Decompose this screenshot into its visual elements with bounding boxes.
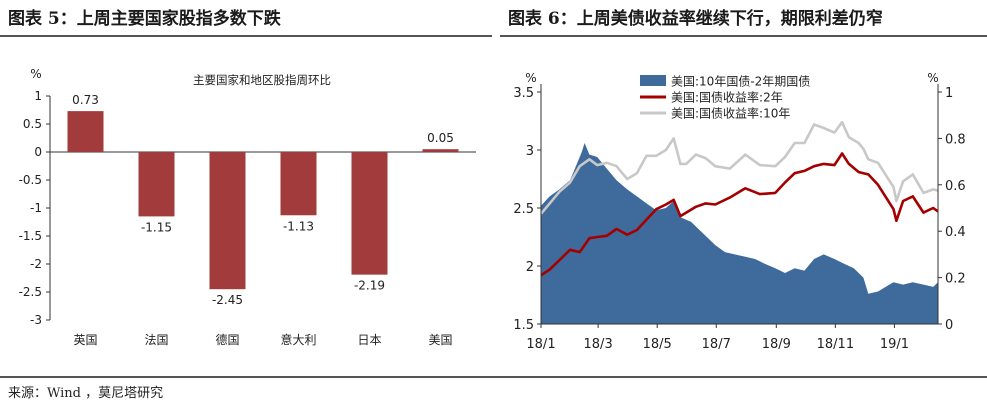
legend-label: 美国:10年国债-2年期国债 xyxy=(671,75,810,89)
source-rule xyxy=(0,376,987,378)
right-y-tick-label: 0.6 xyxy=(945,179,966,194)
source-note: 来源：Wind ，莫尼塔研究 xyxy=(8,386,164,401)
bar-chart-title: 主要国家和地区股指周环比 xyxy=(193,73,331,87)
bar-y-tick-label: -1 xyxy=(30,201,42,215)
area-series-layer xyxy=(541,120,938,324)
left-panel-title: 图表 5：上周主要国家股指多数下跌 xyxy=(8,9,281,29)
x-tick-label: 18/1 xyxy=(526,337,555,352)
bar-y-tick-label: -2.5 xyxy=(19,285,42,299)
bar-value-label: -2.19 xyxy=(354,279,385,293)
legend-swatch-spread xyxy=(640,75,666,86)
x-tick-label: 18/5 xyxy=(643,337,672,352)
bar-y-tick-label: 0 xyxy=(34,145,42,159)
bar-y-tick-label: -1.5 xyxy=(19,229,42,243)
bar-y-tick-label: -3 xyxy=(30,313,42,327)
bar-marks: 0.73 英国 -1.15 法国 -2.45 德国 -1.13 意大利 -2.19 日本 0.05 美… xyxy=(67,93,459,347)
left-y-tick-label: 1.5 xyxy=(513,318,534,333)
yield-10y-line xyxy=(541,120,938,215)
bar-y-unit: % xyxy=(30,67,41,81)
right-axis-unit: % xyxy=(927,71,938,85)
spread-area xyxy=(541,143,938,324)
bar xyxy=(67,111,104,152)
bar xyxy=(280,152,317,216)
bar-value-label: -1.13 xyxy=(283,219,314,233)
bar-y-tick-label: 0.5 xyxy=(23,117,42,131)
bar-y-tick-label: -0.5 xyxy=(19,173,42,187)
bar-category-label: 日本 xyxy=(357,333,381,347)
area-axes: 1.5 2 2.5 3 3.5 0 0.2 0.4 0.6 0.8 1 18/1 18/3 18/5 18/… xyxy=(513,84,966,352)
bar-category-label: 法国 xyxy=(144,333,168,347)
yield-2y-line xyxy=(541,152,938,277)
bar-category-label: 英国 xyxy=(73,333,97,347)
stock-index-bar-chart: % 主要国家和地区股指周环比 1 0.5 0 -0.5 -1 -1.5 -2 -2.5 -3 0… xyxy=(19,67,476,347)
bar-value-label: 0.73 xyxy=(72,93,99,107)
right-y-tick-label: 0.8 xyxy=(945,132,966,147)
bar-value-label: -1.15 xyxy=(141,220,172,234)
bar xyxy=(209,152,246,290)
right-y-tick-label: 0.4 xyxy=(945,225,966,240)
bar-y-tick-label: 1 xyxy=(34,89,42,103)
bar xyxy=(351,152,388,275)
x-tick-label: 18/11 xyxy=(817,337,854,352)
left-y-tick-label: 2.5 xyxy=(513,202,534,217)
right-y-tick-label: 0.2 xyxy=(945,272,966,287)
left-y-tick-label: 2 xyxy=(526,260,534,275)
bar-y-tick-label: -2 xyxy=(30,257,42,271)
bar-category-label: 美国 xyxy=(428,333,452,347)
bar-category-label: 意大利 xyxy=(280,332,316,347)
left-y-tick-label: 3.5 xyxy=(513,86,534,101)
x-tick-label: 18/9 xyxy=(762,337,791,352)
right-panel-title: 图表 6：上周美债收益率继续下行，期限利差仍窄 xyxy=(508,9,883,29)
x-tick-label: 18/3 xyxy=(584,337,613,352)
x-tick-label: 19/1 xyxy=(880,337,909,352)
bar-value-label: 0.05 xyxy=(427,131,454,145)
bar-category-label: 德国 xyxy=(215,332,239,347)
bar xyxy=(422,149,459,152)
right-y-tick-label: 0 xyxy=(945,318,953,333)
x-tick-label: 18/7 xyxy=(702,337,731,352)
left-y-tick-label: 3 xyxy=(526,144,534,159)
right-y-tick-label: 1 xyxy=(945,86,953,101)
legend-label: 美国:国债收益率:10年 xyxy=(671,106,790,121)
bar-axes: 1 0.5 0 -0.5 -1 -1.5 -2 -2.5 -3 xyxy=(19,89,476,327)
legend-label: 美国:国债收益率:2年 xyxy=(671,90,783,105)
right-title-rule xyxy=(500,35,987,37)
left-axis-unit: % xyxy=(525,71,536,85)
left-title-rule xyxy=(0,35,492,37)
treasury-yield-chart: % % 1.5 2 2.5 3 3.5 0 0.2 0.4 0.6 0.8 1 18/1 18/3 18/… xyxy=(513,71,966,352)
bar xyxy=(138,152,175,217)
bar-value-label: -2.45 xyxy=(212,293,243,307)
